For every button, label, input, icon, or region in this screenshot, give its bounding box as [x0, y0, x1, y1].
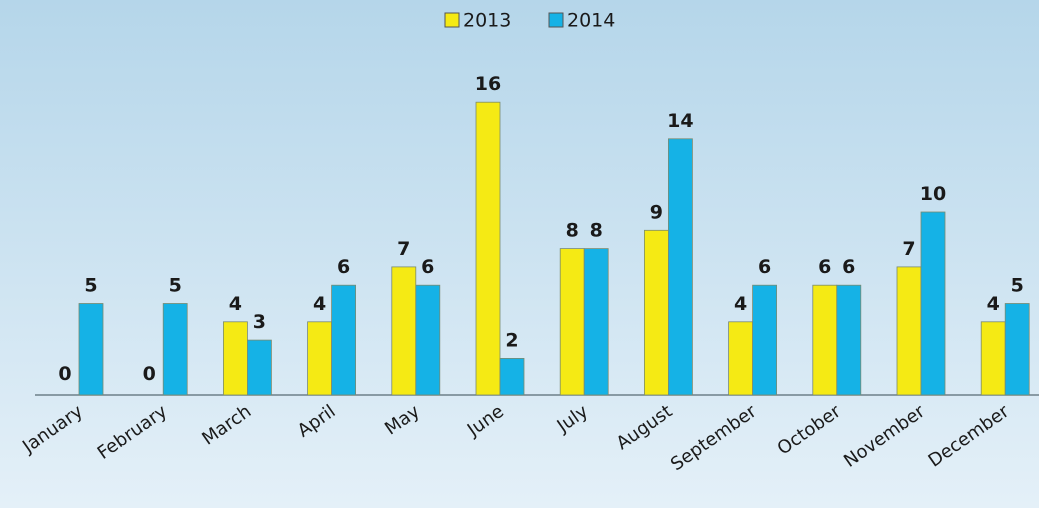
bar [331, 284, 357, 396]
bar [475, 101, 501, 396]
bar [644, 229, 669, 396]
value-label: 4 [313, 293, 326, 315]
bar [1004, 303, 1030, 396]
value-label: 3 [253, 311, 266, 333]
value-label: 0 [143, 363, 156, 385]
value-label: 5 [169, 275, 182, 297]
value-label: 2 [505, 329, 518, 351]
value-label: 16 [475, 73, 501, 95]
value-label: 0 [58, 363, 71, 385]
bar [728, 321, 753, 396]
bar [246, 339, 272, 396]
value-label: 4 [229, 293, 242, 315]
value-label: 6 [818, 256, 831, 278]
bar [78, 303, 104, 396]
value-label: 10 [920, 183, 946, 205]
bar [668, 138, 693, 396]
value-label: 4 [987, 293, 1000, 315]
value-label: 6 [337, 256, 350, 278]
value-label: 6 [842, 256, 855, 278]
value-label: 4 [734, 293, 747, 315]
value-label: 14 [667, 110, 693, 132]
bar [162, 303, 188, 396]
bar [896, 266, 922, 396]
bar [559, 248, 585, 396]
legend-swatch [444, 12, 460, 28]
bar [812, 284, 838, 396]
bar [415, 284, 441, 396]
value-label: 7 [397, 238, 410, 260]
value-label: 6 [421, 256, 434, 278]
value-label: 7 [902, 238, 915, 260]
bar [752, 284, 777, 396]
bar [499, 357, 525, 396]
bar [920, 211, 946, 396]
bar [836, 284, 862, 396]
value-label: 8 [590, 220, 603, 242]
bar [391, 266, 417, 396]
bar [307, 321, 333, 396]
value-label: 6 [758, 256, 771, 278]
legend-label: 2014 [567, 10, 615, 32]
bar [222, 321, 248, 396]
bar [583, 248, 609, 396]
value-label: 5 [84, 275, 97, 297]
legend-label: 2013 [463, 10, 511, 32]
bar [980, 321, 1006, 396]
value-label: 5 [1011, 275, 1024, 297]
legend-swatch [548, 12, 564, 28]
value-label: 9 [650, 201, 663, 223]
value-label: 8 [566, 220, 579, 242]
